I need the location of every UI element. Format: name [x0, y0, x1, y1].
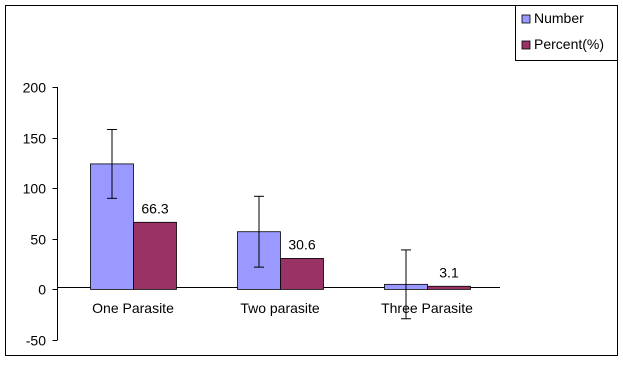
data-label: 66.3	[141, 200, 168, 216]
y-ticks: -50 0 50 100 150 200	[23, 80, 58, 349]
y-axis: -50 0 50 100 150 200	[23, 80, 58, 349]
legend-label-number: Number	[534, 10, 584, 26]
category-label: Two parasite	[240, 300, 320, 316]
bar-percent	[133, 221, 177, 290]
legend: Number Percent(%)	[515, 5, 618, 61]
y-tick-label: 100	[23, 181, 47, 197]
bar-percent	[280, 258, 324, 290]
legend-label-percent: Percent(%)	[534, 36, 604, 52]
x-labels: One Parasite Two parasite Three Parasite	[92, 300, 473, 316]
data-label: 3.1	[439, 264, 459, 280]
y-tick-label: 0	[38, 282, 46, 298]
data-labels: 66.3 30.6 3.1	[141, 200, 459, 280]
y-tick-label: 200	[23, 80, 47, 96]
error-bars	[107, 129, 411, 320]
y-tick-label: -50	[26, 333, 46, 349]
data-label: 30.6	[288, 236, 315, 252]
bar-percent	[427, 285, 471, 290]
y-tick-label: 150	[23, 131, 47, 147]
legend-swatch-percent	[521, 40, 531, 50]
legend-swatch-number	[521, 14, 531, 24]
legend-box	[515, 5, 618, 61]
y-tick-label: 50	[30, 232, 46, 248]
bars	[90, 163, 471, 290]
category-label: One Parasite	[92, 300, 174, 316]
category-label: Three Parasite	[381, 300, 473, 316]
